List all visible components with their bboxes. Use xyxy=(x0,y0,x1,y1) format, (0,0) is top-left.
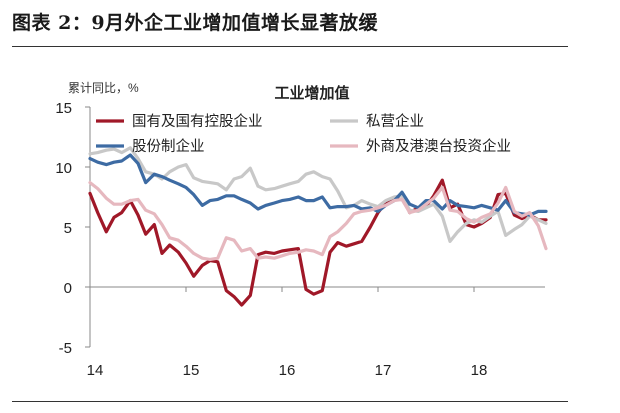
chart-title: 工业增加值 xyxy=(274,84,349,102)
series-line xyxy=(88,178,548,307)
x-tick-label: 14 xyxy=(87,362,104,379)
legend-label: 股份制企业 xyxy=(132,137,205,155)
title-rule xyxy=(12,46,568,47)
series-line xyxy=(88,153,548,217)
y-tick-label: 5 xyxy=(64,220,72,237)
legend-label: 国有及国有控股企业 xyxy=(132,112,263,130)
y-tick-label: 10 xyxy=(55,160,72,177)
x-tick-label: 17 xyxy=(375,362,392,379)
x-tick-label: 15 xyxy=(183,362,200,379)
x-tick-label: 16 xyxy=(279,362,296,379)
series-lines xyxy=(88,146,548,307)
legend-label: 私营企业 xyxy=(366,112,424,130)
legend-label: 外商及港澳台投资企业 xyxy=(366,137,511,155)
series-line xyxy=(88,181,548,261)
axes: -5 0 5 10 15 14 15 16 17 18 xyxy=(55,100,545,379)
y-tick-label: -5 xyxy=(59,340,72,357)
y-tick-label: 0 xyxy=(64,280,72,297)
y-axis-label: 累计同比，% xyxy=(68,81,139,95)
bottom-rule xyxy=(12,401,568,402)
series-line xyxy=(88,146,548,243)
x-tick-label: 18 xyxy=(471,362,488,379)
figure-title: 图表 2：9月外企工业增加值增长显著放缓 xyxy=(12,12,379,34)
y-tick-label: 15 xyxy=(55,100,72,117)
